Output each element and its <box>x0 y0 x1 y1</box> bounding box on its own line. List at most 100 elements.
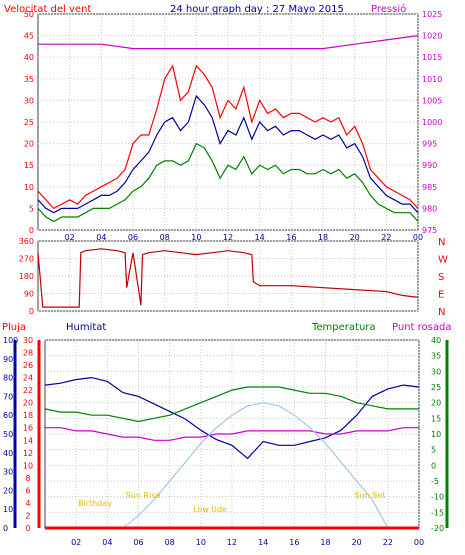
direction-tick-label: 270 <box>19 255 34 264</box>
pressure-tick-label: 1000 <box>422 118 442 127</box>
sun-line <box>122 402 389 529</box>
temp-tick-label: 20 <box>431 399 441 408</box>
x-tick-label: 02 <box>65 233 75 242</box>
x-tick-label: 00 <box>414 538 424 547</box>
x-tick-label: 18 <box>320 538 330 547</box>
annotation-label: Birthday <box>78 499 112 508</box>
humidity-tick-label: 80 <box>3 374 13 383</box>
x-tick-label: 14 <box>258 538 268 547</box>
rain-tick-label: 4 <box>25 499 30 508</box>
wind-tick-label: 40 <box>24 53 34 62</box>
wind-tick-label: 45 <box>24 32 34 41</box>
x-tick-label: 20 <box>350 233 360 242</box>
compass-label: N <box>438 237 445 248</box>
direction-tick-label: 90 <box>24 290 34 299</box>
temp-tick-label: -15 <box>431 508 444 517</box>
dewpoint-label: Punt rosada <box>392 322 451 333</box>
direction-tick-label: 0 <box>29 307 34 316</box>
temp-series <box>44 376 420 530</box>
temp-tick-label: 35 <box>431 352 441 361</box>
humidity-tick-label: 0 <box>3 524 8 533</box>
compass-label: N <box>438 307 445 318</box>
x-tick-label: 18 <box>318 233 328 242</box>
temp-tick-label: 40 <box>431 336 441 345</box>
mean-line <box>37 94 419 214</box>
temp-annotations: Birthday Sun Rise Low tide Sun Set <box>78 491 385 514</box>
rain-tick-label: 18 <box>23 411 33 420</box>
compass-label: S <box>438 272 444 283</box>
humidity-label: Humitat <box>66 322 106 333</box>
x-tick-label: 22 <box>383 538 393 547</box>
temp-tick-label: 25 <box>431 383 441 392</box>
humidity-tick-label: 60 <box>3 411 13 420</box>
temp-tick-label: 15 <box>431 414 441 423</box>
direction-tick-label: 360 <box>19 237 34 246</box>
compass-label: E <box>438 290 444 301</box>
humidity-tick-label: 100 <box>3 336 18 345</box>
wind-tick-label: 50 <box>24 10 34 19</box>
rain-label: Pluja <box>2 322 26 333</box>
temp-tick-label: 5 <box>431 446 436 455</box>
rain-tick-label: 14 <box>23 436 33 445</box>
annotation-label: Sun Set <box>355 491 386 500</box>
temperature-line <box>44 386 419 423</box>
temp-tick-label: -20 <box>431 524 444 533</box>
x-tick-label: 04 <box>102 538 112 547</box>
pressure-tick-label: 995 <box>422 140 437 149</box>
x-tick-label: 10 <box>191 233 201 242</box>
x-tick-label: 00 <box>413 233 423 242</box>
wind-tick-label: 0 <box>29 226 34 235</box>
temp-tick-label: -10 <box>431 493 444 502</box>
rain-tick-label: 20 <box>23 399 33 408</box>
x-tick-label: 04 <box>96 233 106 242</box>
rain-tick-label: 8 <box>25 474 30 483</box>
humidity-tick-label: 30 <box>3 468 13 477</box>
pressure-label: Pressió <box>371 3 406 15</box>
x-tick-label: 06 <box>128 233 138 242</box>
dewpoint-line <box>45 427 419 441</box>
wind-tick-label: 30 <box>24 96 34 105</box>
temp-tick-label: -5 <box>431 477 439 486</box>
pressure-line <box>38 35 419 50</box>
pressure-tick-label: 975 <box>422 226 437 235</box>
annotation-label: Low tide <box>193 505 227 514</box>
rain-tick-label: 26 <box>23 361 33 370</box>
wind-tick-label: 5 <box>29 204 34 213</box>
wind-tick-label: 20 <box>24 140 34 149</box>
x-tick-label: 12 <box>223 233 233 242</box>
x-tick-label: 16 <box>289 538 299 547</box>
wind-tick-label: 25 <box>24 118 34 127</box>
humidity-tick-label: 50 <box>3 430 13 439</box>
x-tick-label: 12 <box>227 538 237 547</box>
rain-tick-label: 2 <box>25 511 30 520</box>
rain-tick-label: 28 <box>23 349 33 358</box>
x-tick-label: 22 <box>381 233 391 242</box>
x-tick-label: 14 <box>255 233 265 242</box>
rain-tick-label: 0 <box>25 524 30 533</box>
humidity-tick-label: 10 <box>3 505 13 514</box>
chart-title: 24 hour graph day : 27 Mayo 2015 <box>170 4 344 15</box>
humidity-tick-label: 40 <box>3 449 13 458</box>
wind-ticks: 0510152025303540455097598098599099510001… <box>24 10 443 242</box>
humidity-tick-label: 70 <box>3 392 13 401</box>
wind-series <box>37 35 419 223</box>
rain-tick-label: 6 <box>25 486 30 495</box>
x-tick-label: 08 <box>165 538 175 547</box>
x-tick-label: 16 <box>286 233 296 242</box>
pressure-tick-label: 985 <box>422 183 437 192</box>
x-tick-label: 08 <box>160 233 170 242</box>
pressure-tick-label: 980 <box>422 204 437 213</box>
speed-line <box>37 142 419 223</box>
x-tick-label: 10 <box>196 538 206 547</box>
wind-tick-label: 10 <box>24 183 34 192</box>
temp-tick-label: 0 <box>431 461 436 470</box>
gust-line <box>37 64 419 210</box>
direction-tick-label: 180 <box>19 272 34 281</box>
x-tick-label: 06 <box>133 538 143 547</box>
rain-tick-label: 12 <box>23 449 33 458</box>
temp-tick-label: 30 <box>431 367 441 376</box>
pressure-tick-label: 990 <box>422 161 437 170</box>
rain-tick-label: 22 <box>23 386 33 395</box>
